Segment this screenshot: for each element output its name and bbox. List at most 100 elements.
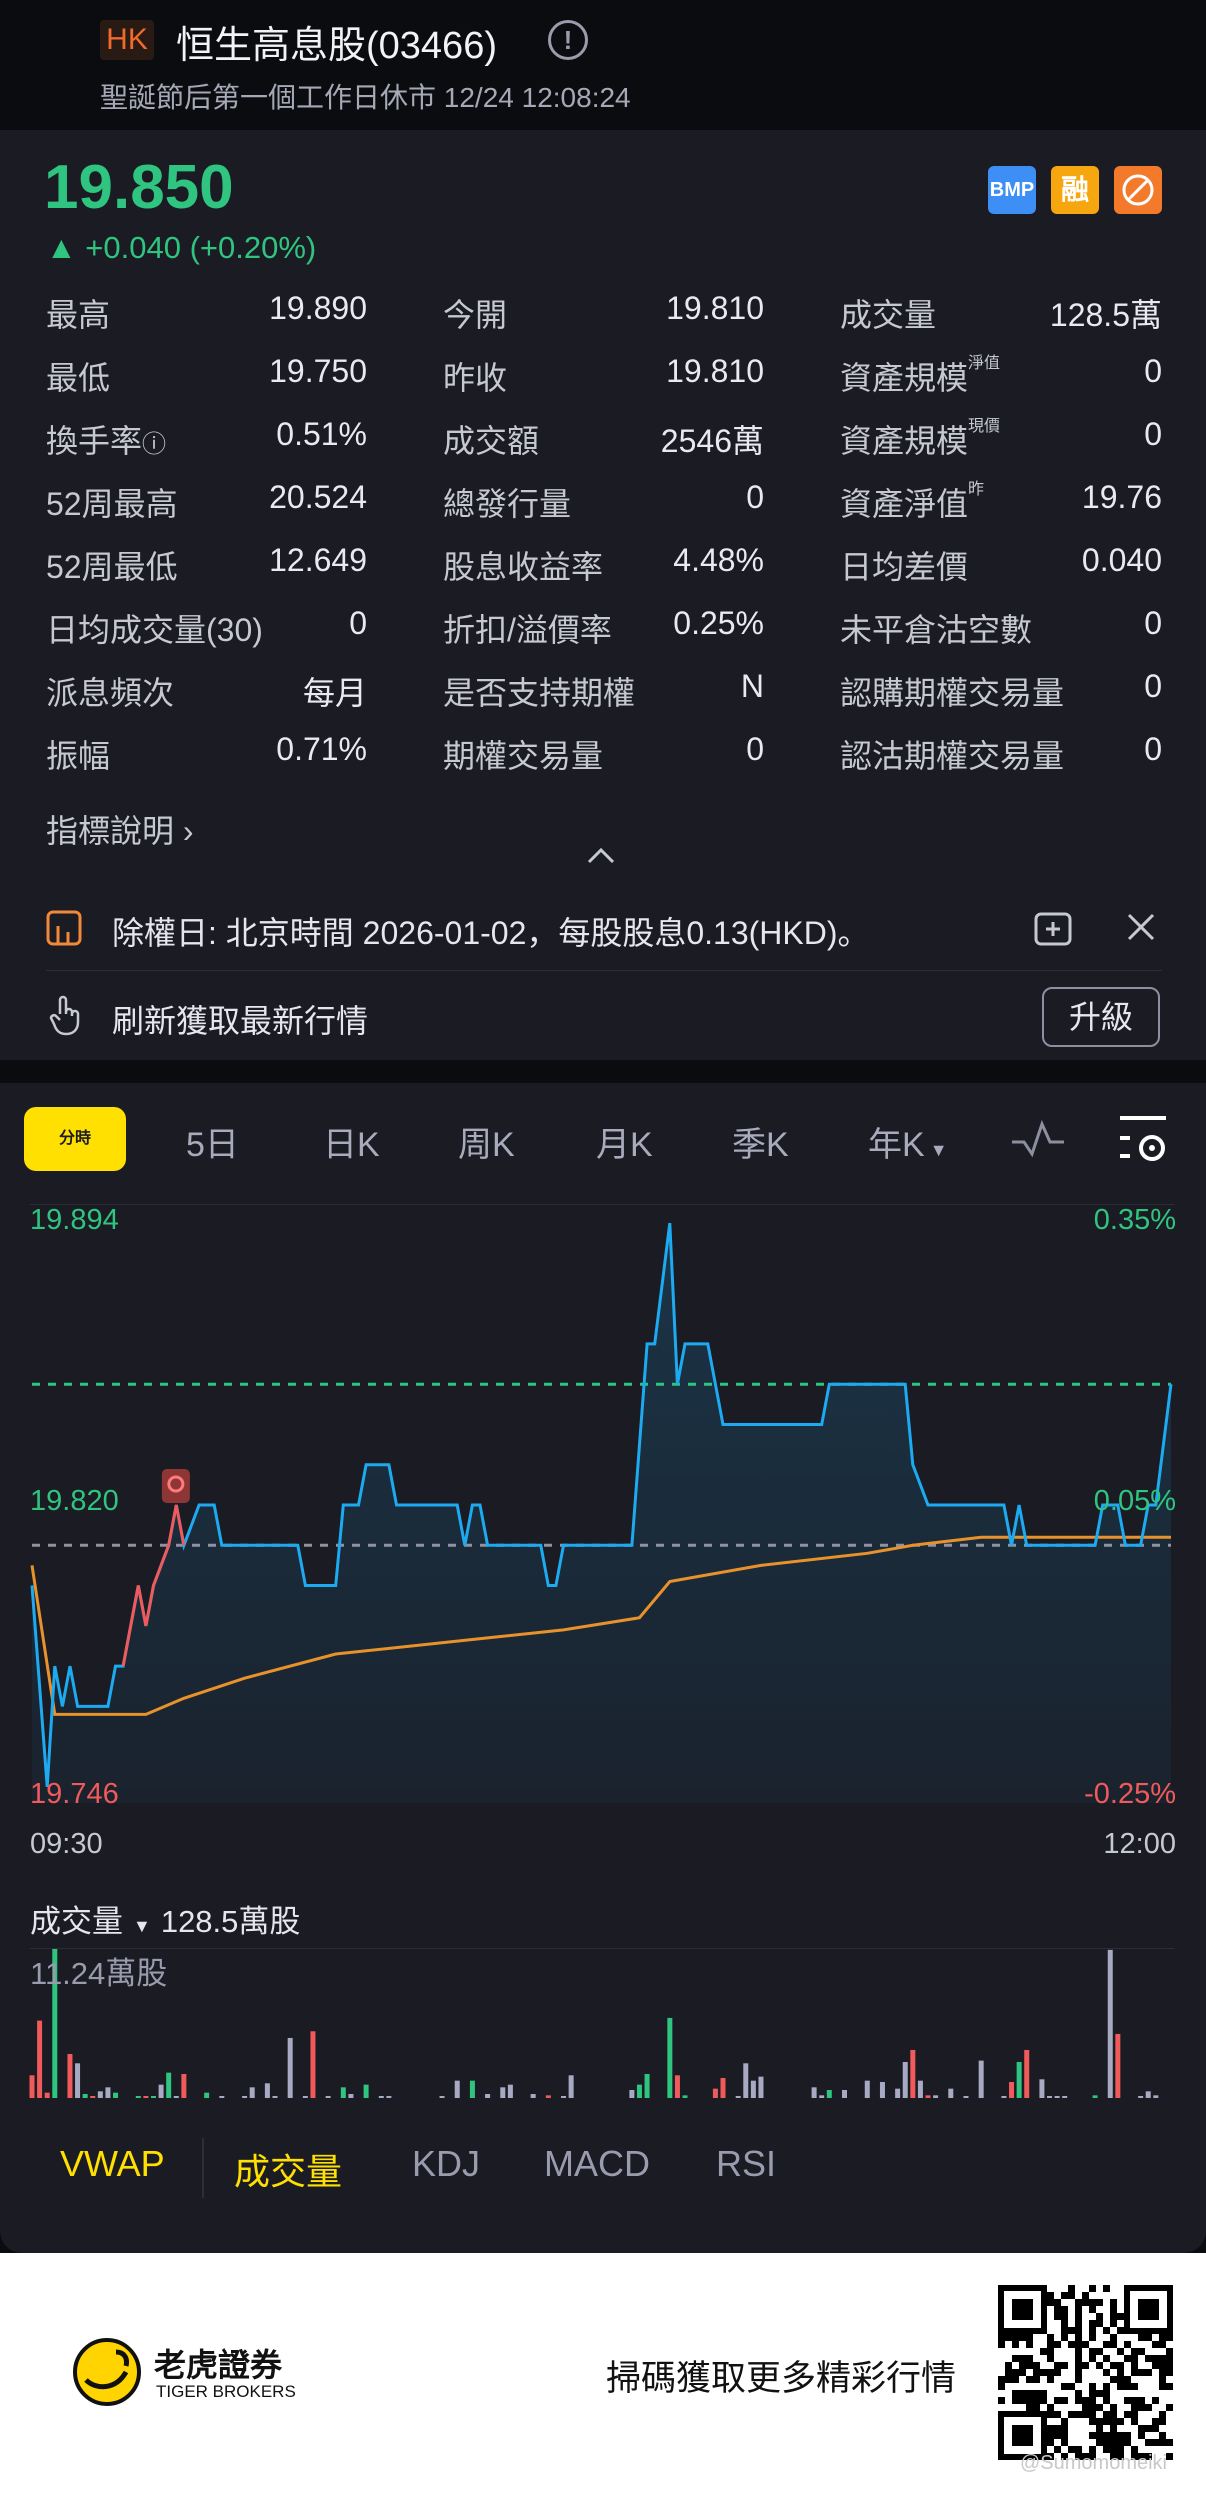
stat-label-text: 成交量 xyxy=(840,297,937,333)
tab-weekly[interactable]: 周K xyxy=(458,1126,515,1164)
vwap-line xyxy=(30,1535,1171,1716)
price-chart[interactable] xyxy=(0,0,1206,2110)
volume-bar xyxy=(287,2037,293,2098)
stat-label: 資產淨值昨 xyxy=(840,479,984,525)
notice-text: 除權日: 北京時間 2026-01-02，每股股息0.13(HKD)。 xyxy=(112,915,870,951)
stat-value: 12.649 xyxy=(269,542,367,578)
close-icon[interactable] xyxy=(1124,910,1158,952)
volume-bar xyxy=(454,2080,460,2098)
tab-daily[interactable]: 日K xyxy=(323,1126,380,1164)
indicator-tab-rsi[interactable]: RSI xyxy=(716,2143,777,2184)
collapse-chevron-icon[interactable] xyxy=(586,840,616,870)
volume-bar xyxy=(363,2084,369,2098)
volume-bar xyxy=(507,2084,513,2098)
volume-bar xyxy=(272,2096,278,2098)
stat-label-text: 折扣/溢價率 xyxy=(443,612,612,648)
add-calendar-icon[interactable] xyxy=(1033,908,1073,956)
brand-cn: 老虎證券 xyxy=(154,2347,283,2383)
indicator-explanation-link[interactable]: 指標說明 › xyxy=(46,813,194,849)
volume-bar xyxy=(264,2083,270,2098)
tab-yearly[interactable]: 年K ▼ xyxy=(868,1117,948,1166)
stat-label-text: 總發行量 xyxy=(443,486,572,522)
stat-label-text: 換手率 xyxy=(46,423,143,459)
no-short-icon[interactable] xyxy=(1114,166,1162,214)
stat-label: 日均差價 xyxy=(840,542,968,588)
stat-value: 19.76 xyxy=(1081,479,1162,515)
upgrade-button[interactable]: 升級 xyxy=(1042,987,1160,1047)
volume-bar xyxy=(682,2095,688,2098)
stat-label: 未平倉沽空數 xyxy=(840,605,1032,651)
margin-badge[interactable]: 融 xyxy=(1051,166,1099,214)
volume-bar xyxy=(644,2073,650,2098)
volume-bar xyxy=(674,2075,680,2098)
header xyxy=(0,0,1206,130)
tap-hand-icon xyxy=(48,994,84,1044)
alert-info-icon[interactable]: ! xyxy=(548,20,588,60)
stats-row: 振幅 0.71% 期權交易量 0 認沽期權交易量 0 xyxy=(0,731,1206,794)
volume-bar xyxy=(340,2087,346,2098)
stat-label: 昨收 xyxy=(443,353,507,399)
indicator-wave-icon[interactable] xyxy=(1010,1118,1066,1163)
volume-bar xyxy=(1039,2079,1045,2098)
volume-bar xyxy=(750,2080,756,2098)
volume-max-label: 11.24萬股 xyxy=(30,1956,168,1991)
tab-quarterly[interactable]: 季K xyxy=(732,1126,789,1164)
tab-5day[interactable]: 5日 xyxy=(186,1126,239,1164)
dropdown-arrow-icon: ▼ xyxy=(924,1140,948,1160)
volume-bar xyxy=(545,2095,551,2098)
volume-bar xyxy=(52,1948,58,2098)
x-label-end: 12:00 xyxy=(1103,1828,1176,1860)
stat-value: 0 xyxy=(1144,668,1162,704)
volume-total: 128.5萬股 xyxy=(160,1904,301,1939)
bmp-badge[interactable]: BMP xyxy=(988,166,1036,214)
price-change: ▲ +0.040 (+0.20%) xyxy=(46,230,316,266)
stat-label-text: 期權交易量 xyxy=(443,738,604,774)
divider xyxy=(202,2138,204,2198)
tab-intraday[interactable]: 分時 xyxy=(24,1107,126,1171)
volume-bar xyxy=(219,2096,225,2098)
watermark: @Sumomomeiki xyxy=(1020,2452,1168,2474)
volume-bar xyxy=(181,2073,187,2098)
volume-bar xyxy=(249,2087,255,2098)
volume-bar xyxy=(302,2096,308,2098)
chart-settings-icon[interactable] xyxy=(1116,1112,1170,1171)
stat-value: 0.51% xyxy=(276,416,367,452)
indicator-tab-macd[interactable]: MACD xyxy=(544,2143,650,2184)
stat-value: 19.810 xyxy=(666,353,764,389)
indicator-tab-kdj[interactable]: KDJ xyxy=(412,2143,481,2184)
stats-row: 最高 19.890 今開 19.810 成交量 128.5萬 xyxy=(0,290,1206,353)
tab-yearly-label: 年K xyxy=(868,1126,925,1164)
stat-label-sup: 淨值 xyxy=(968,355,1001,372)
volume-bar xyxy=(29,2075,35,2098)
stat-label: 換手率ⓘ xyxy=(46,416,166,462)
tab-monthly[interactable]: 月K xyxy=(596,1126,653,1164)
indicator-tab-volume[interactable]: 成交量 xyxy=(234,2151,343,2192)
volume-bar xyxy=(242,2096,248,2098)
stat-value: 19.890 xyxy=(269,290,367,326)
price-line-highlight xyxy=(121,1504,186,1667)
stat-value: 0 xyxy=(349,605,367,641)
y-pct-mid: 0.05% xyxy=(1093,1485,1176,1517)
stat-label: 股息收益率 xyxy=(443,542,603,588)
volume-bar xyxy=(1054,2096,1060,2098)
info-icon[interactable]: ⓘ xyxy=(142,431,167,458)
volume-bar xyxy=(758,2076,764,2098)
volume-selector[interactable]: 成交量 ▼ 128.5萬股 xyxy=(30,1896,300,1941)
volume-bar xyxy=(1115,2033,1121,2098)
divider xyxy=(30,1948,1174,1949)
stat-label-text: 振幅 xyxy=(46,738,111,774)
indicator-tab-vwap[interactable]: VWAP xyxy=(60,2143,165,2184)
stat-label: 期權交易量 xyxy=(443,731,603,777)
volume-bar xyxy=(97,2091,103,2098)
volume-bar xyxy=(82,2093,88,2098)
stat-label-text: 成交額 xyxy=(443,423,540,459)
stat-label: 日均成交量(30) xyxy=(46,605,263,651)
volume-bar xyxy=(166,2072,172,2098)
volume-bar xyxy=(135,2096,141,2098)
volume-bar xyxy=(150,2096,156,2098)
stat-value: 0.040 xyxy=(1081,542,1162,578)
volume-bar xyxy=(629,2089,635,2098)
qr-cta: 掃碼獲取更多精彩行情 xyxy=(606,2359,957,2398)
volume-bar xyxy=(1138,2096,1144,2098)
stat-label: 52周最高 xyxy=(46,479,178,525)
